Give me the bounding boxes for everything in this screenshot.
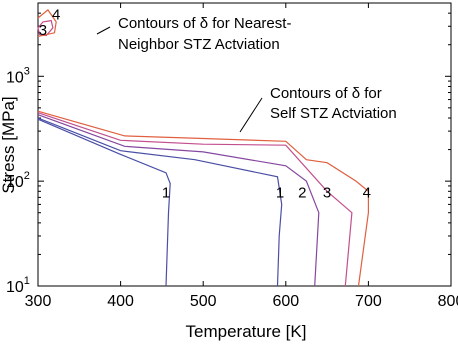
contour-label-2: 2 xyxy=(298,184,306,201)
contour-curves xyxy=(37,9,369,287)
contour-line-4 xyxy=(37,9,57,37)
contour-label-1: 1 xyxy=(162,184,170,201)
contour-label-1: 1 xyxy=(276,184,284,201)
x-tick-label: 800 xyxy=(438,293,458,310)
y-axis-label: Stress [MPa] xyxy=(0,96,18,193)
y-tick-label: 103 xyxy=(6,65,30,86)
contour-line-1 xyxy=(37,117,283,287)
x-axis-ticks: 300 400 500 600 700 800 xyxy=(25,3,458,310)
contour-line-2 xyxy=(37,114,320,287)
contour-label-4: 4 xyxy=(52,6,60,23)
y-tick-label: 102 xyxy=(6,170,30,191)
neighbor-annotation-leader xyxy=(96,26,111,35)
x-tick-label: 600 xyxy=(272,293,299,310)
neighbor-annotation-line1: Contours of δ for Nearest- xyxy=(118,15,291,32)
neighbor-annotation-line2: Neighbor STZ Actviation xyxy=(118,36,280,53)
contour-line-3 xyxy=(37,112,353,287)
contour-label-3: 3 xyxy=(323,184,331,201)
y-tick-label: 101 xyxy=(6,275,30,296)
contour-line-1 xyxy=(37,118,171,287)
y-axis-ticks: 101 102 103 xyxy=(6,2,451,296)
x-tick-label: 500 xyxy=(190,293,217,310)
x-axis-label: Temperature [K] xyxy=(186,322,307,341)
self-annotation-line1: Contours of δ for xyxy=(270,85,382,102)
contour-line-3 xyxy=(37,19,54,37)
x-tick-label: 700 xyxy=(355,293,382,310)
contour-line-4 xyxy=(37,110,369,287)
contour-label-3: 3 xyxy=(39,22,47,39)
x-tick-label: 400 xyxy=(107,293,134,310)
self-annotation-leader xyxy=(239,97,263,133)
contour-label-4: 4 xyxy=(363,184,371,201)
self-annotation-line2: Self STZ Actviation xyxy=(270,105,397,122)
x-tick-label: 300 xyxy=(25,293,52,310)
